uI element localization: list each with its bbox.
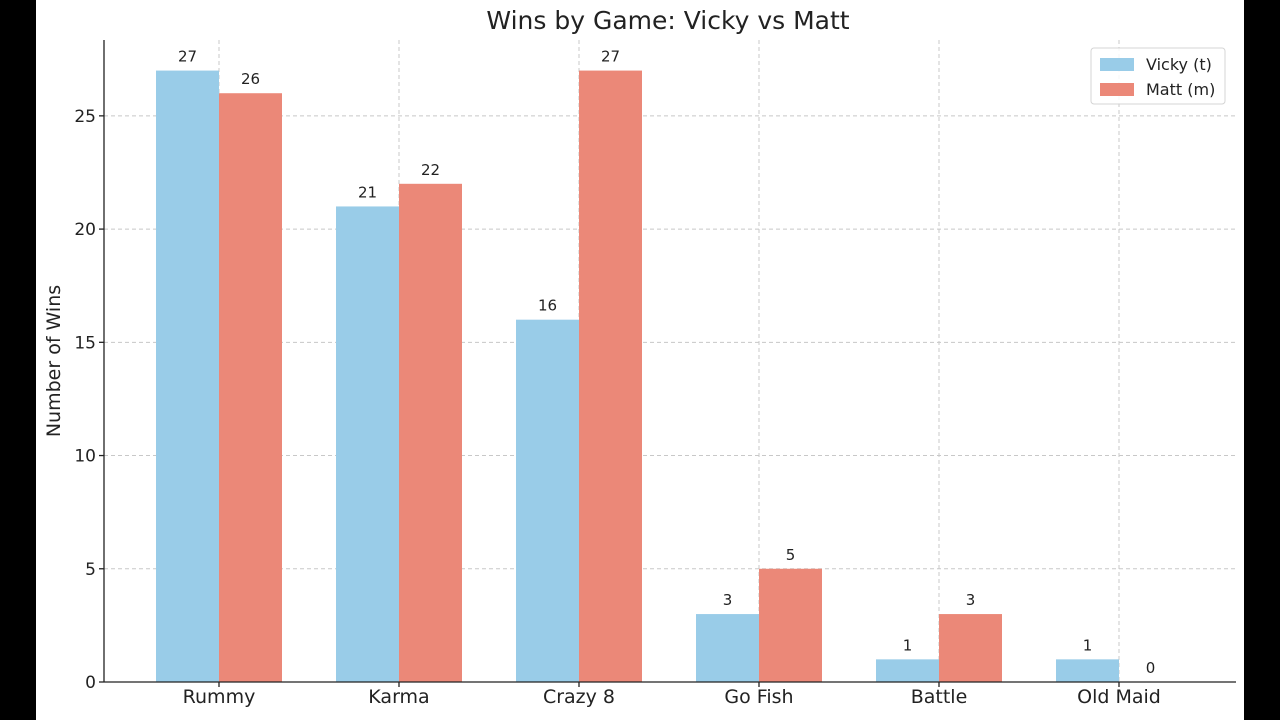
bar-vicky-t-rummy — [156, 70, 219, 683]
y-tick-labels: 0 5 10 15 20 25 — [74, 107, 96, 693]
chart-canvas: 27 21 16 3 1 1 26 22 27 5 3 0 0 5 10 15 20 25 Rummy Karma… — [36, 0, 1244, 720]
bar-vicky-t-go-fish — [696, 614, 759, 682]
axes — [99, 40, 1236, 687]
bar-label-matt-m-go-fish: 5 — [786, 546, 796, 564]
bar-label-matt-m-rummy: 26 — [241, 70, 260, 88]
legend-label-matt: Matt (m) — [1146, 80, 1215, 99]
x-category-labels: Rummy Karma Crazy 8 Go Fish Battle Old Maid — [183, 686, 1161, 708]
x-tick-label-rummy: Rummy — [183, 686, 256, 708]
bars — [156, 70, 1119, 683]
bar-label-vicky-t-old-maid: 1 — [1083, 636, 1093, 654]
chart-title: Wins by Game: Vicky vs Matt — [486, 6, 849, 35]
bar-matt-m-rummy — [219, 93, 282, 683]
bar-label-vicky-t-karma: 21 — [358, 183, 377, 201]
legend-swatch-vicky — [1100, 58, 1134, 71]
y-tick-label-5: 5 — [85, 560, 96, 580]
x-tick-label-go-fish: Go Fish — [724, 686, 793, 708]
bar-label-matt-m-old-maid: 0 — [1146, 659, 1156, 677]
bar-vicky-t-crazy-8 — [516, 319, 579, 682]
y-tick-label-25: 25 — [74, 107, 96, 127]
bar-vicky-t-old-maid — [1056, 659, 1119, 682]
bar-vicky-t-karma — [336, 206, 399, 682]
bar-chart: 27 21 16 3 1 1 26 22 27 5 3 0 0 5 10 15 20 25 Rummy Karma… — [43, 6, 1236, 708]
bar-matt-m-go-fish — [759, 568, 822, 682]
y-tick-label-20: 20 — [74, 220, 96, 240]
y-tick-label-0: 0 — [85, 673, 96, 693]
legend: Vicky (t) Matt (m) — [1090, 47, 1226, 105]
bar-label-matt-m-crazy-8: 27 — [601, 48, 620, 66]
y-tick-label-10: 10 — [74, 447, 96, 467]
bar-matt-m-karma — [399, 183, 462, 682]
bar-vicky-t-battle — [876, 659, 939, 682]
bar-value-labels: 27 21 16 3 1 1 26 22 27 5 3 0 — [178, 48, 1155, 677]
legend-swatch-matt — [1100, 83, 1134, 96]
bar-label-matt-m-battle: 3 — [966, 591, 976, 609]
bar-matt-m-battle — [939, 614, 1002, 682]
x-tick-label-battle: Battle — [911, 686, 968, 708]
bar-label-vicky-t-battle: 1 — [903, 636, 913, 654]
y-axis-title: Number of Wins — [43, 285, 65, 437]
legend-label-vicky: Vicky (t) — [1146, 55, 1212, 74]
bar-matt-m-crazy-8 — [579, 70, 642, 683]
x-tick-label-karma: Karma — [368, 686, 429, 708]
bar-label-vicky-t-go-fish: 3 — [723, 591, 733, 609]
bar-label-matt-m-karma: 22 — [421, 161, 440, 179]
x-tick-label-old-maid: Old Maid — [1077, 686, 1161, 708]
bar-label-vicky-t-crazy-8: 16 — [538, 297, 557, 315]
x-tick-label-crazy-8: Crazy 8 — [543, 686, 615, 708]
bar-label-vicky-t-rummy: 27 — [178, 48, 197, 66]
y-tick-label-15: 15 — [74, 333, 96, 353]
